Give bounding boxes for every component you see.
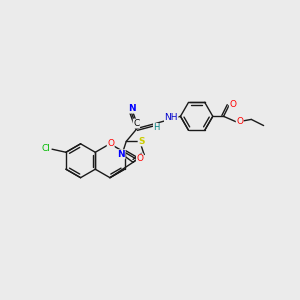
Text: NH: NH bbox=[164, 113, 178, 122]
Text: O: O bbox=[236, 117, 243, 126]
Text: O: O bbox=[107, 139, 114, 148]
Text: S: S bbox=[138, 137, 145, 146]
Text: N: N bbox=[128, 104, 136, 113]
Text: O: O bbox=[136, 154, 143, 163]
Text: Cl: Cl bbox=[41, 144, 50, 153]
Text: N: N bbox=[118, 150, 125, 159]
Text: C: C bbox=[133, 119, 140, 128]
Text: H: H bbox=[153, 123, 160, 132]
Text: O: O bbox=[229, 100, 236, 109]
